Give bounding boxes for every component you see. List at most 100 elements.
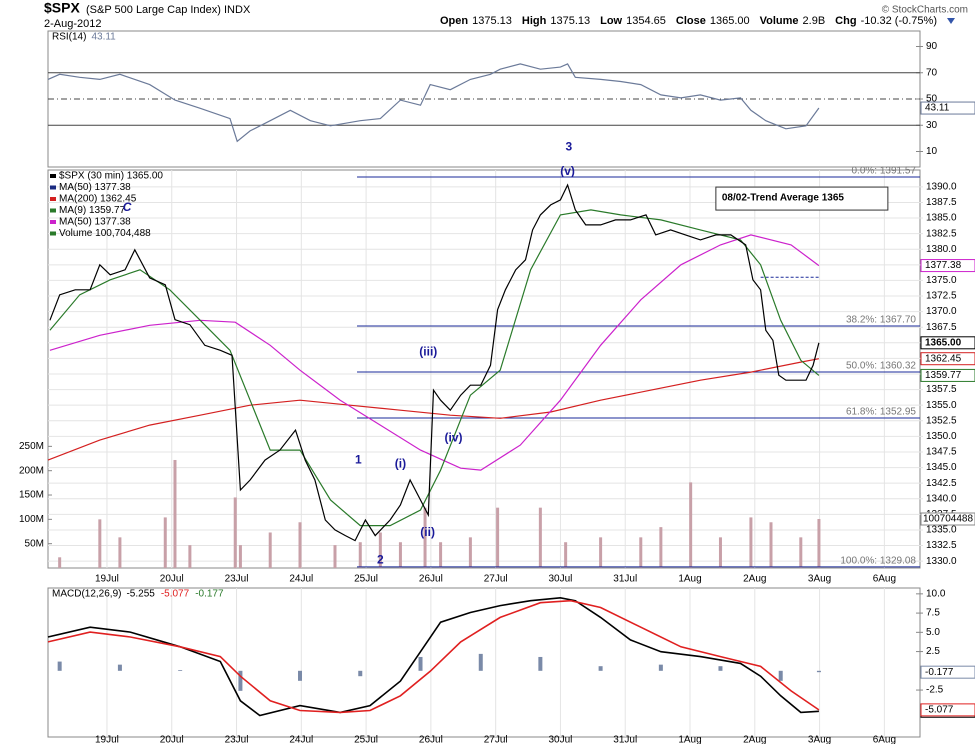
x-tick-label: 3Aug — [808, 735, 831, 744]
volume-tick-label: 250M — [19, 441, 44, 452]
y-tick-label: 2.5 — [926, 646, 940, 657]
volume-bar — [468, 537, 472, 568]
histogram-bar — [298, 670, 303, 681]
y-tick-label: 1347.5 — [926, 447, 957, 458]
x-tick-label: 19Jul — [95, 574, 119, 585]
tag-box — [920, 512, 975, 526]
wave-label: (ii) — [420, 525, 435, 539]
y-tick-label: 5.0 — [926, 627, 940, 638]
y-tick-label: 1335.0 — [926, 525, 957, 536]
y-tick-label: 1385.0 — [926, 213, 957, 224]
volume-bar — [749, 517, 753, 568]
y-tick-label: 90 — [926, 41, 938, 52]
quote-label: High — [522, 15, 547, 27]
volume-bar — [233, 497, 237, 568]
tag-box — [920, 259, 975, 273]
x-tick-label: 6Aug — [873, 574, 896, 585]
x-tick-label: 3Aug — [808, 574, 831, 585]
y-tick-label: 1372.5 — [926, 291, 957, 302]
x-tick-label: 1Aug — [678, 574, 701, 585]
y-tick-label: 1357.5 — [926, 384, 957, 395]
volume-tag: 100704488 — [923, 514, 973, 525]
histogram-bar — [778, 670, 783, 681]
fib-label: 38.2%: 1367.70 — [846, 315, 916, 326]
series-line — [47, 599, 820, 714]
x-tick-label: 30Jul — [548, 574, 572, 585]
y-tick-label: 1355.0 — [926, 400, 957, 411]
wave-label: 3 — [566, 140, 573, 154]
volume-bar — [378, 532, 382, 568]
legend-entry: MA(200) 1362.45 — [59, 194, 137, 205]
y-tick-label: 1370.0 — [926, 306, 957, 317]
value-tag: 1359.77 — [925, 370, 962, 381]
x-tick-label: 1Aug — [678, 735, 701, 744]
tag-box — [920, 336, 975, 350]
histogram-bar — [538, 656, 543, 671]
histogram-bar — [358, 670, 363, 677]
x-tick-label: 26Jul — [419, 574, 443, 585]
y-tick-label: 50 — [926, 94, 938, 105]
y-tick-label: 1345.0 — [926, 462, 957, 473]
wave-label: (iv) — [445, 430, 463, 444]
legend-title: MACD(12,26,9) — [52, 589, 121, 600]
fib-label: 0.0%: 1391.57 — [852, 166, 917, 177]
x-tick-label: 19Jul — [95, 735, 119, 744]
y-tick-label: 1380.0 — [926, 244, 957, 255]
wave-label: (v) — [560, 164, 575, 178]
quote-label: Close — [676, 15, 706, 27]
quote-label: Chg — [835, 15, 856, 27]
description: (S&P 500 Large Cap Index) INDX — [86, 4, 251, 16]
fib-label: 100.0%: 1329.08 — [840, 556, 916, 567]
series-line — [49, 234, 820, 471]
volume-tick-label: 150M — [19, 490, 44, 501]
legend-entry: MA(9) 1359.77 — [59, 205, 126, 216]
fib-label: 50.0%: 1360.32 — [846, 361, 916, 372]
x-tick-label: 25Jul — [354, 735, 378, 744]
volume-tick-label: 200M — [19, 465, 44, 476]
value-tag: 1362.45 — [925, 353, 962, 364]
quote-label: Low — [600, 15, 622, 27]
y-tick-label: 1387.5 — [926, 197, 957, 208]
wave-label: C — [123, 200, 132, 214]
legend-swatch — [50, 185, 56, 190]
y-tick-label: 70 — [926, 67, 938, 78]
x-tick-label: 20Jul — [160, 574, 184, 585]
quote-value: -10.32 (-0.75%) — [861, 15, 937, 27]
volume-bar — [639, 537, 643, 568]
y-tick-label: 1375.0 — [926, 275, 957, 286]
note-text: 08/02-Trend Average 1365 — [722, 193, 845, 204]
y-tick-label: 1332.5 — [926, 540, 957, 551]
tag-box — [920, 703, 975, 717]
histogram-bar — [718, 666, 723, 671]
legend-swatch — [50, 220, 56, 224]
tag-box — [920, 368, 975, 382]
volume-bar — [268, 532, 272, 568]
symbol: $SPX — [44, 0, 80, 16]
y-tick-label: 1367.5 — [926, 322, 957, 333]
volume-bar — [98, 519, 102, 568]
x-tick-label: 2Aug — [743, 574, 766, 585]
legend-swatch — [50, 231, 56, 236]
value-tag: 1365.00 — [925, 337, 962, 348]
histogram-bar — [816, 670, 821, 673]
legend-swatch — [50, 174, 56, 178]
series-line — [47, 358, 820, 461]
volume-bar — [538, 507, 542, 568]
note-box — [715, 186, 889, 211]
value-tag: -5.077 — [925, 705, 954, 716]
legend-title: RSI(14) — [52, 32, 86, 43]
volume-bar — [496, 507, 500, 568]
volume-bar — [173, 459, 177, 568]
legend-value: -0.177 — [195, 589, 224, 600]
volume-bar — [689, 482, 693, 568]
series-line — [49, 209, 820, 527]
value-tag: -0.177 — [925, 667, 954, 678]
legend-entry: MA(50) 1377.38 — [59, 217, 131, 228]
legend-entry: MA(50) 1377.38 — [59, 182, 131, 193]
x-tick-label: 31Jul — [613, 735, 637, 744]
histogram-bar — [57, 661, 62, 671]
down-arrow — [947, 18, 955, 24]
tag-box — [920, 665, 975, 679]
fib-label: 61.8%: 1352.95 — [846, 407, 916, 418]
volume-bar — [769, 522, 773, 568]
